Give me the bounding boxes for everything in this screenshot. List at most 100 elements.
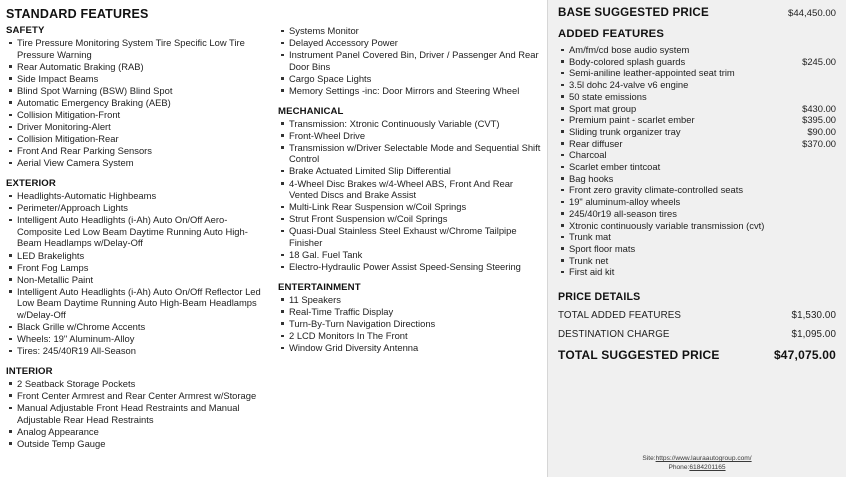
added-feature-label: Xtronic continuously variable transmissi… xyxy=(569,219,765,231)
price-detail-row: DESTINATION CHARGE $1,095.00 xyxy=(558,329,836,340)
added-feature-label: Charcoal xyxy=(569,149,607,161)
feature-group-title: INTERIOR xyxy=(6,365,53,377)
added-feature-amount: $430.00 xyxy=(802,102,836,114)
added-feature-amount: $395.00 xyxy=(802,114,836,126)
feature-list: Tire Pressure Monitoring System Tire Spe… xyxy=(6,37,272,169)
feature-list: Transmission: Xtronic Continuously Varia… xyxy=(278,118,542,273)
added-feature-label: Body-colored splash guards xyxy=(569,55,686,67)
feature-list: Systems Monitor Delayed Accessory Power In… xyxy=(278,25,542,97)
dealer-phone-link[interactable]: 6184201165 xyxy=(689,464,726,471)
feature-item: Strut Front Suspension w/Coil Springs xyxy=(278,213,542,225)
added-feature-label: Sport mat group xyxy=(569,102,637,114)
feature-item: LED Brakelights xyxy=(6,250,272,262)
feature-item: Tires: 245/40R19 All-Season xyxy=(6,345,272,357)
added-feature-amount: $245.00 xyxy=(802,55,836,67)
price-detail-label: TOTAL ADDED FEATURES xyxy=(558,310,682,322)
added-feature-item: Body-colored splash guards $245.00 xyxy=(558,56,836,68)
feature-item: 18 Gal. Fuel Tank xyxy=(278,249,542,261)
base-price-amount: $44,450.00 xyxy=(787,8,836,19)
standard-features-section: STANDARD FEATURES SAFETY Tire Pressure Mo… xyxy=(0,7,547,458)
added-feature-item: Bag hooks xyxy=(558,173,836,185)
added-feature-item: Sport floor mats xyxy=(558,243,836,255)
feature-item: Delayed Accessory Power xyxy=(278,37,542,49)
added-feature-label: Rear diffuser xyxy=(569,137,623,149)
feature-group: SAFETY Tire Pressure Monitoring System Ti… xyxy=(6,25,272,169)
pricing-panel: BASE SUGGESTED PRICE $44,450.00 ADDED FE… xyxy=(547,0,846,477)
dealer-site-line: Site:https://www.lauraautogroup.com/ xyxy=(548,454,846,463)
feature-group: INTERIOR 2 Seatback Storage Pockets Front … xyxy=(6,366,272,450)
price-detail-amount: $1,095.00 xyxy=(791,329,836,341)
price-details-label: PRICE DETAILS xyxy=(558,291,641,304)
base-price-label: BASE SUGGESTED PRICE xyxy=(558,6,709,19)
feature-item: Cargo Space Lights xyxy=(278,73,542,85)
feature-group-title: MECHANICAL xyxy=(278,105,344,117)
feature-group: ENTERTAINMENT 11 Speakers Real-Time Traffi… xyxy=(278,282,542,354)
added-feature-item: Xtronic continuously variable transmissi… xyxy=(558,220,836,232)
added-feature-item: Trunk net xyxy=(558,255,836,267)
feature-group: MECHANICAL Transmission: Xtronic Continuo… xyxy=(278,106,542,273)
added-features-label: ADDED FEATURES xyxy=(558,28,665,40)
price-detail-amount: $1,530.00 xyxy=(791,310,836,322)
feature-item: Front Center Armrest and Rear Center Arm… xyxy=(6,390,272,402)
added-feature-item: Rear diffuser $370.00 xyxy=(558,138,836,150)
feature-item: Front-Wheel Drive xyxy=(278,130,542,142)
added-feature-label: Semi-aniline leather-appointed seat trim xyxy=(569,67,735,79)
price-detail-label: DESTINATION CHARGE xyxy=(558,329,670,341)
feature-item: Collision Mitigation-Front xyxy=(6,109,272,121)
feature-item: Manual Adjustable Front Head Restraints … xyxy=(6,402,272,425)
added-feature-item: 245/40r19 all-season tires xyxy=(558,208,836,220)
added-feature-label: Premium paint - scarlet ember xyxy=(569,114,695,126)
feature-list: 11 Speakers Real-Time Traffic Display Turn… xyxy=(278,294,542,354)
added-feature-item: Charcoal xyxy=(558,149,836,161)
added-feature-label: Sport floor mats xyxy=(569,242,636,254)
added-feature-label: Sliding trunk organizer tray xyxy=(569,125,681,137)
dealer-phone-line: Phone:6184201165 xyxy=(548,463,846,472)
total-price-label: TOTAL SUGGESTED PRICE xyxy=(558,348,720,363)
added-feature-label: First aid kit xyxy=(569,266,615,278)
standard-features-columns: SAFETY Tire Pressure Monitoring System Ti… xyxy=(0,25,547,458)
feature-list: Headlights-Automatic Highbeams Perimeter/… xyxy=(6,190,272,357)
feature-item: Memory Settings -inc: Door Mirrors and S… xyxy=(278,85,542,97)
feature-item: 4-Wheel Disc Brakes w/4-Wheel ABS, Front… xyxy=(278,178,542,201)
added-feature-label: 245/40r19 all-season tires xyxy=(569,207,677,219)
feature-item: Quasi-Dual Stainless Steel Exhaust w/Chr… xyxy=(278,225,542,248)
total-price-row: TOTAL SUGGESTED PRICE $47,075.00 xyxy=(558,348,836,362)
standard-features-column-middle: Systems Monitor Delayed Accessory Power In… xyxy=(272,25,542,363)
added-feature-item: Front zero gravity climate-controlled se… xyxy=(558,184,836,196)
added-feature-label: 19" aluminum-alloy wheels xyxy=(569,196,681,208)
base-price-row: BASE SUGGESTED PRICE $44,450.00 xyxy=(558,6,836,19)
feature-group: EXTERIOR Headlights-Automatic Highbeams Pe… xyxy=(6,178,272,357)
site-prefix: Site: xyxy=(642,455,656,462)
dealer-contact-footer: Site:https://www.lauraautogroup.com/ Pho… xyxy=(548,454,846,472)
feature-item: Blind Spot Warning (BSW) Blind Spot xyxy=(6,85,272,97)
added-feature-item: Premium paint - scarlet ember $395.00 xyxy=(558,114,836,126)
dealer-site-link[interactable]: https://www.lauraautogroup.com/ xyxy=(655,455,752,462)
feature-item: Aerial View Camera System xyxy=(6,157,272,169)
added-feature-item: First aid kit xyxy=(558,266,836,278)
feature-item: Headlights-Automatic Highbeams xyxy=(6,190,272,202)
feature-item: Intelligent Auto Headlights (i-Ah) Auto … xyxy=(6,214,272,249)
feature-item: Real-Time Traffic Display xyxy=(278,306,542,318)
feature-item: 11 Speakers xyxy=(278,294,542,306)
feature-item: Automatic Emergency Braking (AEB) xyxy=(6,97,272,109)
feature-group-title: ENTERTAINMENT xyxy=(278,281,361,293)
feature-item: Tire Pressure Monitoring System Tire Spe… xyxy=(6,37,272,60)
feature-item: 2 Seatback Storage Pockets xyxy=(6,378,272,390)
added-feature-item: Am/fm/cd bose audio system xyxy=(558,44,836,56)
price-details-rows: TOTAL ADDED FEATURES $1,530.00 DESTINATION… xyxy=(558,310,836,340)
feature-list: 2 Seatback Storage Pockets Front Center A… xyxy=(6,378,272,450)
feature-item: Outside Temp Gauge xyxy=(6,438,272,450)
feature-group: Systems Monitor Delayed Accessory Power In… xyxy=(278,25,542,97)
feature-item: Black Grille w/Chrome Accents xyxy=(6,321,272,333)
price-detail-row: TOTAL ADDED FEATURES $1,530.00 xyxy=(558,310,836,321)
feature-item: 2 LCD Monitors In The Front xyxy=(278,330,542,342)
added-features-list: Am/fm/cd bose audio system Body-colored s… xyxy=(558,44,836,278)
added-feature-label: Trunk net xyxy=(569,254,609,266)
feature-item: Systems Monitor xyxy=(278,25,542,37)
feature-item: Rear Automatic Braking (RAB) xyxy=(6,61,272,73)
feature-group-title: SAFETY xyxy=(6,25,45,36)
feature-item: Window Grid Diversity Antenna xyxy=(278,342,542,354)
added-feature-amount: $370.00 xyxy=(802,137,836,149)
feature-item: Multi-Link Rear Suspension w/Coil Spring… xyxy=(278,201,542,213)
added-feature-item: Sliding trunk organizer tray $90.00 xyxy=(558,126,836,138)
